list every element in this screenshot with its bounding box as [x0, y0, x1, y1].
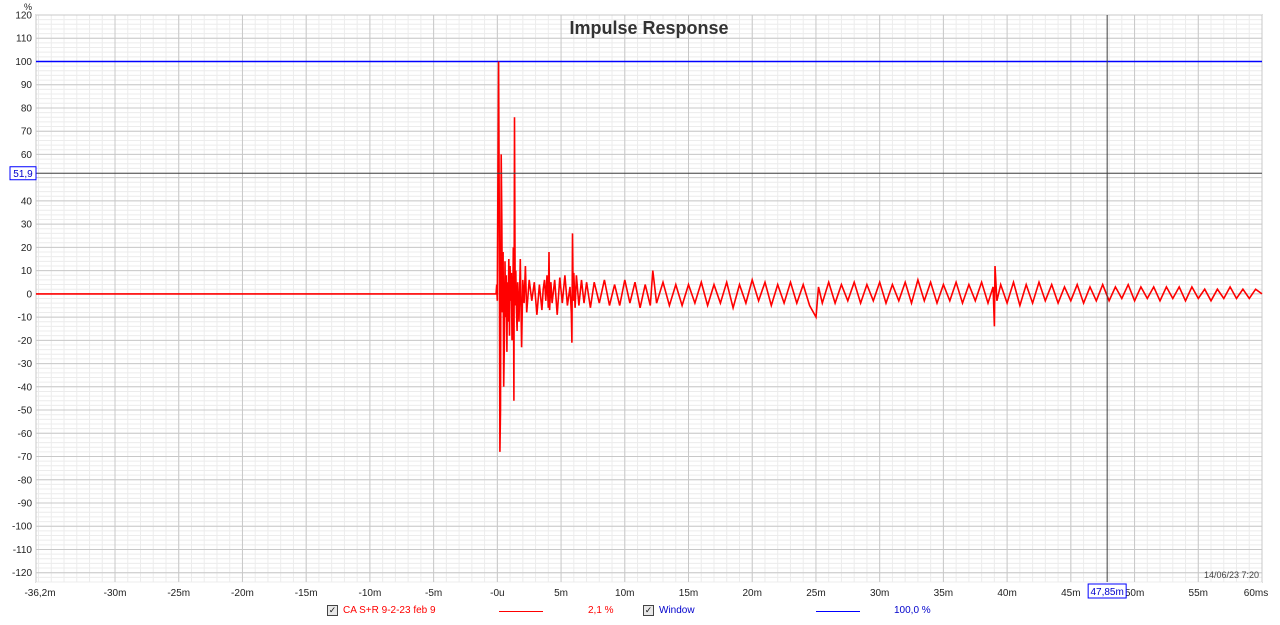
y-tick-label: 0 — [26, 289, 32, 300]
legend-value-window: 100,0 % — [894, 605, 931, 616]
y-tick-label: -80 — [18, 475, 33, 486]
y-tick-label: 80 — [21, 103, 33, 114]
x-tick-label: -5m — [425, 588, 442, 599]
y-tick-label: -10 — [18, 313, 33, 324]
x-tick-label: 35m — [934, 588, 953, 599]
legend-item-measurement[interactable]: ✓ CA S+R 9-2-23 feb 9 — [327, 605, 436, 616]
timestamp: 14/06/23 7:20 — [1204, 570, 1259, 580]
cursor-y-readout-box — [9, 166, 37, 181]
y-tick-label: -110 — [13, 545, 33, 556]
y-tick-label: 120 — [15, 11, 32, 22]
x-tick-label: 30m — [870, 588, 889, 599]
x-tick-label: 15m — [679, 588, 698, 599]
legend-value-measurement: 2,1 % — [588, 605, 614, 616]
y-tick-label: -20 — [18, 336, 33, 347]
legend: ✓ CA S+R 9-2-23 feb 9 2,1 % ✓ Window 100… — [0, 603, 1280, 623]
cursor-y-readout: 51,9 — [13, 169, 33, 180]
y-tick-label: 100 — [15, 57, 32, 68]
series-line-ca-s-r-9-2-23-feb-9 — [36, 61, 1263, 452]
chart-title: Impulse Response — [569, 18, 728, 38]
cursor-x-readout: 47,85m — [1090, 587, 1123, 598]
y-tick-label: -40 — [18, 382, 33, 393]
cursor-x-readout-box — [1087, 583, 1127, 599]
x-tick-label: 50m — [1125, 588, 1144, 599]
y-tick-label: 60 — [21, 150, 33, 161]
y-tick-label: 20 — [21, 243, 33, 254]
y-tick-label: -90 — [18, 498, 33, 509]
y-tick-label: 30 — [21, 220, 33, 231]
x-tick-label: -0u — [490, 588, 504, 599]
legend-series-name: Window — [659, 605, 695, 616]
y-tick-label: -120 — [12, 568, 32, 579]
y-tick-label: 90 — [21, 80, 33, 91]
legend-line-blue — [816, 611, 860, 612]
y-tick-label: -60 — [18, 429, 33, 440]
x-tick-label: 45m — [1061, 588, 1080, 599]
x-tick-label: -20m — [231, 588, 254, 599]
x-tick-label: 60ms — [1244, 588, 1268, 599]
legend-series-name: CA S+R 9-2-23 feb 9 — [343, 605, 436, 616]
x-tick-label: 10m — [615, 588, 634, 599]
x-tick-label: -10m — [359, 588, 382, 599]
y-tick-label: 10 — [21, 266, 33, 277]
checkbox-checked-icon[interactable]: ✓ — [643, 605, 654, 616]
y-tick-label: 40 — [21, 196, 33, 207]
y-tick-label: -70 — [18, 452, 33, 463]
x-tick-label: -15m — [295, 588, 318, 599]
y-unit-label: % — [24, 2, 32, 12]
x-tick-label: 40m — [997, 588, 1016, 599]
legend-item-window[interactable]: ✓ Window — [643, 605, 695, 616]
checkbox-checked-icon[interactable]: ✓ — [327, 605, 338, 616]
x-tick-label: 5m — [554, 588, 568, 599]
x-tick-label: 55m — [1189, 588, 1208, 599]
impulse-response-chart: 12011010090807060403020100-10-20-30-40-5… — [9, 2, 1268, 599]
legend-series-value: 100,0 % — [894, 605, 931, 616]
legend-line-red — [499, 611, 543, 612]
x-tick-label: -36,2m — [24, 588, 55, 599]
x-tick-label: 20m — [743, 588, 762, 599]
legend-series-value: 2,1 % — [588, 605, 614, 616]
x-tick-label: 25m — [806, 588, 825, 599]
y-tick-label: -30 — [18, 359, 33, 370]
y-tick-label: 110 — [16, 34, 32, 45]
x-tick-label: -30m — [104, 588, 127, 599]
y-tick-label: 70 — [21, 127, 33, 138]
y-tick-label: -50 — [18, 406, 33, 417]
y-tick-label: -100 — [12, 522, 32, 533]
x-tick-label: -25m — [167, 588, 190, 599]
